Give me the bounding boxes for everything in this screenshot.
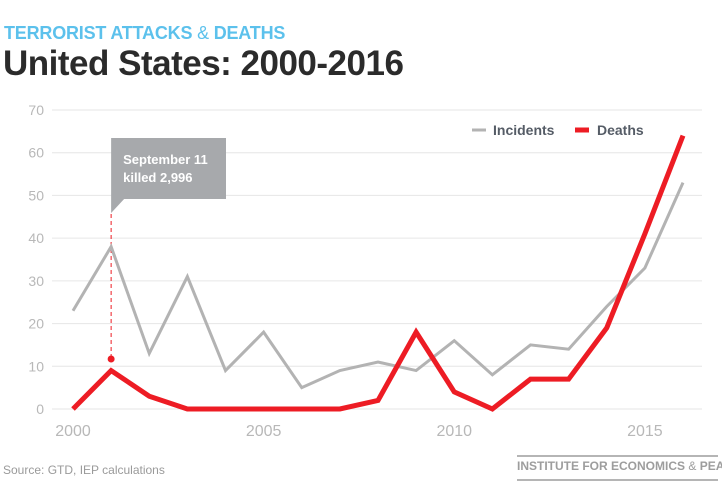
source-note: Source: GTD, IEP calculations [3,463,165,477]
y-tick-label: 50 [28,187,44,203]
logo-text-2: PEACE [699,459,722,473]
line-chart: 0 10 20 30 40 50 60 70 2000 2005 2010 2015 September… [28,102,702,440]
kicker-amp: & [197,23,209,43]
chart-kicker: TERRORIST ATTACKS & DEATHS [4,23,285,44]
y-tick-label: 0 [36,401,44,417]
y-tick-label: 30 [28,273,44,289]
kicker-text: TERRORIST ATTACKS [4,23,193,43]
annotation-line-2: killed 2,996 [123,170,192,185]
x-tick-label: 2005 [246,423,282,440]
logo-text: INSTITUTE FOR ECONOMICS [517,459,685,473]
annotation-line-1: September 11 [123,152,208,167]
x-tick-label: 2000 [55,423,91,440]
legend-label-deaths: Deaths [597,122,644,138]
logo-amp: & [688,459,697,473]
annotation-callout-box [111,138,226,213]
series-line-incidents [71,182,685,390]
y-tick-label: 40 [28,230,44,246]
y-tick-label: 20 [28,316,44,332]
iep-logo: INSTITUTE FOR ECONOMICS & PEACE [517,455,722,481]
x-tick-label: 2010 [436,423,472,440]
y-tick-label: 60 [28,145,44,161]
y-tick-label: 70 [28,102,44,118]
annotation-dot [107,355,115,363]
x-tick-label: 2015 [627,423,663,440]
kicker-text-2: DEATHS [213,23,286,43]
chart-title: United States: 2000-2016 [3,44,404,83]
y-tick-label: 10 [28,358,44,374]
legend-label-incidents: Incidents [493,122,555,138]
